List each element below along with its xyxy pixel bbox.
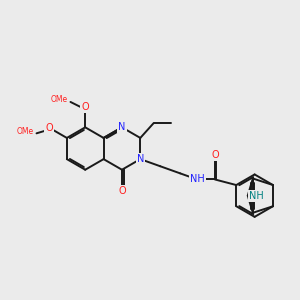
Text: O: O [45,123,53,133]
Text: NH: NH [190,174,205,184]
Text: O: O [211,150,219,160]
Text: O: O [118,186,126,196]
Text: OMe: OMe [51,95,68,104]
Text: N: N [118,122,126,132]
Text: O: O [81,102,89,112]
Text: OMe: OMe [17,128,34,136]
Text: N: N [136,154,144,164]
Text: NH: NH [249,190,263,201]
